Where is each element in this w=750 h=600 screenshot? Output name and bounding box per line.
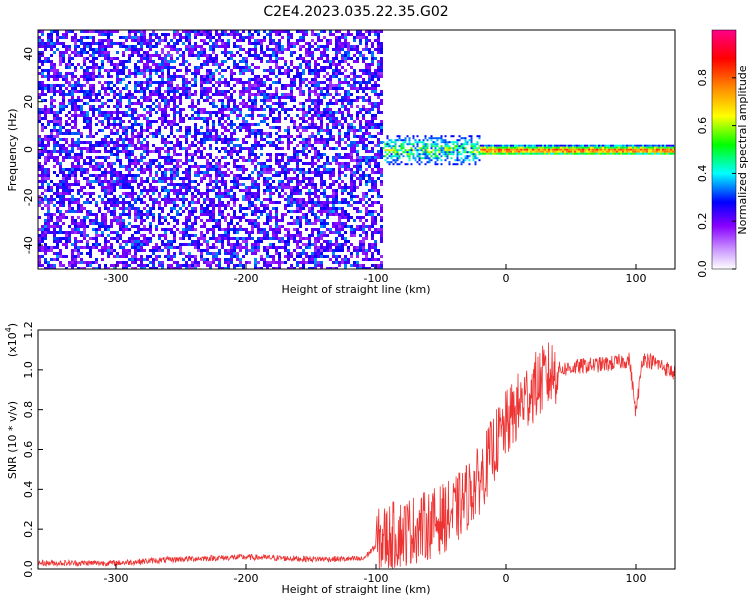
snr-line-layer (38, 342, 675, 569)
spectrogram-heatmap (38, 30, 675, 269)
snr-panel: -300 -200 -100 0 100 0.0 0.2 0.4 0.6 0.8 1.0 1.2 H… (4, 321, 676, 596)
x-tick-label: 0 (503, 272, 510, 285)
colorbar-tick-label: 0.4 (696, 165, 709, 183)
x-tick-label: -100 (364, 272, 389, 285)
x-tick-label: 100 (626, 272, 647, 285)
snr-y-exponent-power: 4 (4, 327, 13, 332)
x-tick-label: -100 (364, 572, 389, 585)
colorbar-tick-label: 0.8 (696, 69, 709, 87)
x-tick-label: -200 (234, 572, 259, 585)
colorbar-tick-label: 0.0 (696, 260, 709, 278)
y-tick-label: 40 (22, 47, 35, 61)
y-tick-label: -40 (22, 236, 35, 254)
y-tick-label: 0.4 (22, 481, 35, 499)
snr-x-ticks: -300 -200 -100 0 100 (104, 564, 647, 585)
y-tick-label: 0.8 (22, 401, 35, 419)
colorbar-label: Normalized spectral amplitude (736, 65, 749, 234)
snr-y-exponent: (x104) (4, 323, 19, 357)
y-tick-label: 1.0 (22, 361, 35, 379)
y-tick-label: 0.6 (22, 441, 35, 459)
x-tick-label: 0 (503, 572, 510, 585)
x-tick-label: -200 (234, 272, 259, 285)
spectrogram-y-ticks: -40 -20 0 20 40 (22, 47, 43, 254)
spectrogram-x-label: Height of straight line (km) (281, 283, 430, 296)
heatmap-region-1 (382, 135, 481, 166)
figure-title: C2E4.2023.035.22.35.G02 (263, 4, 448, 20)
snr-y-exponent-base: (x10 (6, 332, 19, 357)
x-tick-label: -300 (104, 572, 129, 585)
spectrogram-y-label: Frequency (Hz) (6, 109, 19, 192)
y-tick-label: 0.0 (22, 560, 35, 578)
snr-y-label: SNR (10 * v/v) (6, 401, 19, 479)
snr-series-line (38, 342, 675, 569)
y-tick-label: 1.2 (22, 321, 35, 339)
heatmap-region-2 (480, 144, 675, 155)
x-tick-label: 100 (626, 572, 647, 585)
colorbar-ticks: 0.0 0.2 0.4 0.6 0.8 (696, 69, 736, 278)
spectrogram-x-ticks: -300 -200 -100 0 100 (104, 264, 647, 285)
heatmap-region-0 (38, 30, 383, 269)
colorbar-tick-label: 0.6 (696, 117, 709, 135)
snr-y-exponent-close: ) (6, 323, 19, 327)
snr-x-label: Height of straight line (km) (281, 583, 430, 596)
y-tick-label: -20 (22, 188, 35, 206)
y-tick-label: 0.2 (22, 520, 35, 538)
y-tick-label: 20 (22, 95, 35, 109)
x-tick-label: -300 (104, 272, 129, 285)
y-tick-label: 0 (22, 146, 35, 153)
colorbar (711, 29, 737, 270)
snr-y-ticks: 0.0 0.2 0.4 0.6 0.8 1.0 1.2 (22, 321, 43, 578)
colorbar-tick-label: 0.2 (696, 212, 709, 230)
